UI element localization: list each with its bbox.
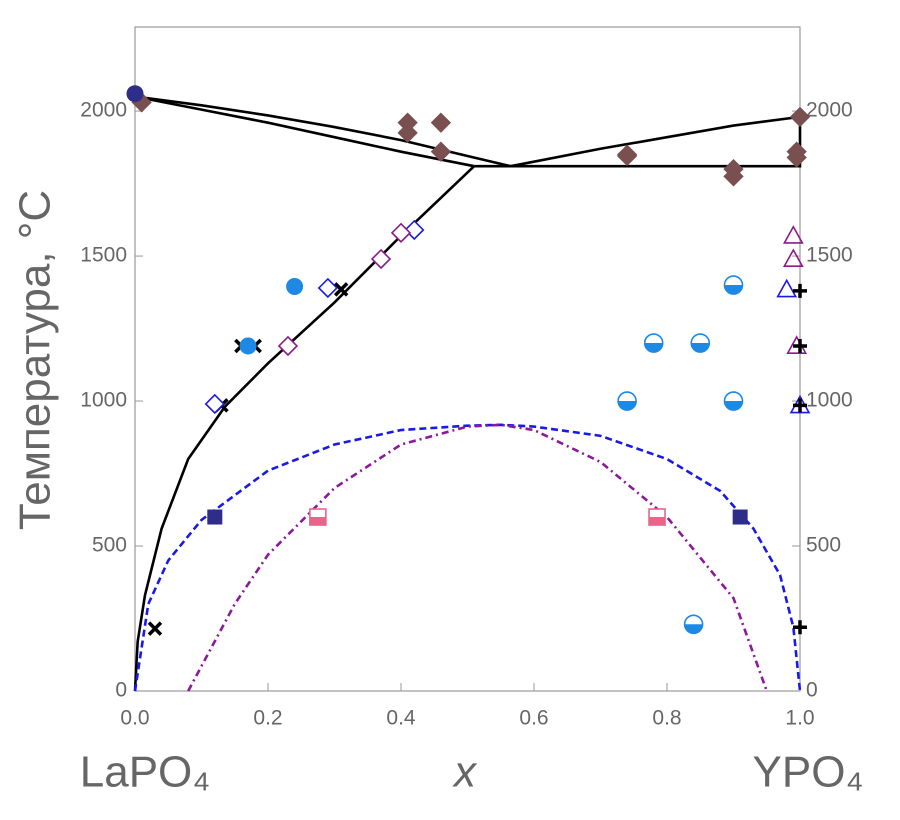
marker [617,391,637,411]
marker [793,620,807,635]
circle-half [684,624,703,634]
curve [187,423,768,692]
diamond [786,147,807,168]
square-half [649,517,666,526]
diamond [404,219,425,241]
plus [793,283,807,298]
curve [474,116,802,168]
x-axis-label: x [452,748,478,797]
marker [239,337,257,355]
diamond [616,145,638,167]
x-tick-label: 0.6 [519,707,548,730]
circle-half [618,401,637,411]
marker [286,278,304,296]
marker [126,85,144,103]
marker [309,508,327,526]
plus [793,338,807,353]
square-half [309,517,326,526]
marker [430,112,452,133]
marker [776,278,798,298]
marker [683,614,704,635]
y-tick-label: 1000 [80,389,127,412]
marker [782,248,804,267]
left-label: LaPO₄ [80,748,210,797]
marker [793,283,807,298]
circle-half [724,401,743,411]
marker [430,141,452,162]
curve [510,115,801,168]
x-tick-label: 1.0 [785,707,814,730]
y2-tick-label: 0 [806,679,818,702]
marker [204,393,225,415]
x-tick-label: 0.4 [386,707,416,730]
marker [333,282,349,297]
marker [147,621,163,636]
marker [723,275,744,295]
curve [134,95,512,168]
circle-half [691,343,710,353]
plus [793,398,807,413]
marker [723,391,744,411]
y-tick-label: 500 [92,534,127,557]
square [207,509,223,525]
plus [793,620,807,635]
marker [643,333,664,353]
circle [239,337,257,355]
marker [277,335,299,357]
marker [723,166,744,187]
diamond [390,222,412,244]
diamond [397,122,418,143]
curve [134,95,475,168]
diamond [204,393,225,415]
y-tick-label: 2000 [80,99,127,122]
triangle [782,225,804,244]
y2-tick-label: 1500 [806,244,853,267]
marker [397,122,418,143]
triangle [776,278,798,298]
marker [793,338,807,353]
x-tick-label: 0.0 [120,707,149,730]
cross [333,282,349,297]
diamond [277,335,299,357]
diamond [370,248,392,270]
y-axis-label: Температура, °C [11,190,60,530]
marker [616,145,638,167]
square [732,509,748,525]
y-tick-label: 1500 [80,244,127,267]
cross [147,621,163,636]
marker [404,219,425,241]
diamond [789,106,811,128]
marker [648,508,666,526]
marker [786,147,807,168]
marker [793,398,807,413]
circle-half [644,343,663,353]
marker [789,106,811,128]
circle [286,278,304,296]
marker [732,509,748,525]
curve [133,165,476,692]
plot-frame [134,26,801,692]
x-tick-label: 0.2 [253,707,282,730]
marker [317,277,338,299]
y2-tick-label: 500 [806,534,841,557]
triangle [782,248,804,267]
x-tick-label: 0.8 [652,707,681,730]
diamond [430,141,452,162]
curve [133,423,802,692]
y2-tick-label: 2000 [806,99,853,122]
marker [690,333,711,353]
marker [782,225,804,244]
circle-half [724,285,743,295]
marker [390,222,412,244]
diamond [317,277,338,299]
diamond [430,112,452,133]
diamond [723,166,744,187]
marker [207,509,223,525]
circle [126,85,144,103]
marker [370,248,392,270]
right-label: YPO₄ [753,748,864,797]
y-tick-label: 0 [115,679,127,702]
y2-tick-label: 1000 [806,389,853,412]
